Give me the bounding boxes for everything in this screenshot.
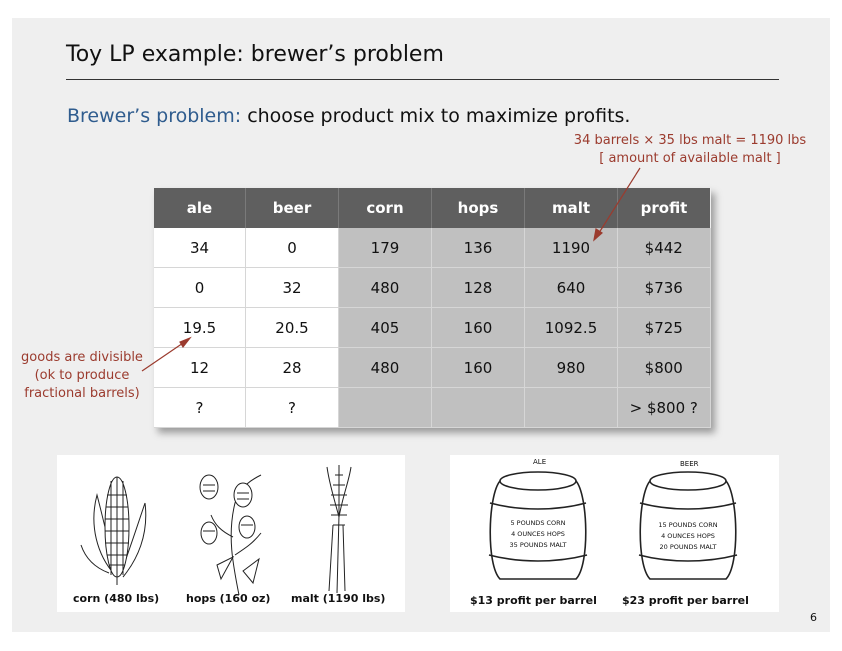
cell-corn: 405 <box>338 307 432 348</box>
divisible-arrow <box>141 340 187 372</box>
malt-annotation: 34 barrels × 35 lbs malt = 1190 lbs [ am… <box>560 132 820 168</box>
cell-corn: 179 <box>338 228 432 268</box>
cell-hops: 160 <box>431 347 525 388</box>
cell-profit: > $800 ? <box>617 387 711 428</box>
beer-recipe-line3: 20 POUNDS MALT <box>659 543 717 551</box>
cell-hops <box>431 387 525 428</box>
corn-icon <box>80 476 147 585</box>
cell-ale: ? <box>154 387 246 428</box>
beer-recipe-line2: 4 OUNCES HOPS <box>661 532 715 540</box>
cell-ale: 0 <box>154 267 246 308</box>
cell-ale: 19.5 <box>154 307 246 348</box>
table-row: 19.5 20.5 405 160 1092.5 $725 <box>154 307 711 348</box>
malt-annotation-line2: [ amount of available malt ] <box>599 151 781 166</box>
cell-malt: 640 <box>524 267 618 308</box>
slide-subtitle: Brewer’s problem: choose product mix to … <box>67 105 630 127</box>
cell-hops: 136 <box>431 228 525 268</box>
beer-barrel-label: BEER <box>680 460 699 468</box>
cell-ale: 34 <box>154 228 246 268</box>
header-corn: corn <box>338 188 432 228</box>
malt-caption: malt (1190 lbs) <box>291 592 386 605</box>
table-row: 12 28 480 160 980 $800 <box>154 347 711 388</box>
brewer-table: ale beer corn hops malt profit 34 0 179 … <box>154 188 711 428</box>
malt-arrowhead <box>593 227 603 242</box>
cell-malt: 1190 <box>524 228 618 268</box>
divisible-annotation-line1: goods are divisible <box>21 350 143 365</box>
barrels-panel: ALE BEER 5 POUNDS CORN 4 OUNCES HOPS 35 … <box>450 455 779 612</box>
cell-beer: 32 <box>245 267 339 308</box>
table-header-row: ale beer corn hops malt profit <box>154 188 710 228</box>
subtitle-rest: choose product mix to maximize profits. <box>241 105 631 127</box>
cell-profit: $800 <box>617 347 711 388</box>
cell-malt <box>524 387 618 428</box>
divisible-annotation-line3: fractional barrels) <box>24 386 140 401</box>
malt-arrow <box>596 167 641 237</box>
header-profit: profit <box>617 188 710 228</box>
barrel-illustrations <box>488 471 738 580</box>
cell-hops: 160 <box>431 307 525 348</box>
cell-beer: 0 <box>245 228 339 268</box>
header-hops: hops <box>431 188 525 228</box>
hops-caption: hops (160 oz) <box>186 592 271 605</box>
cell-beer: 20.5 <box>245 307 339 348</box>
resources-illustrations <box>80 465 352 596</box>
cell-corn: 480 <box>338 347 432 388</box>
cell-corn: 480 <box>338 267 432 308</box>
cell-corn <box>338 387 432 428</box>
cell-profit: $725 <box>617 307 711 348</box>
resources-panel: corn (480 lbs) hops (160 oz) malt (1190 … <box>57 455 405 612</box>
beer-recipe: 15 POUNDS CORN 4 OUNCES HOPS 20 POUNDS M… <box>655 520 721 553</box>
ale-profit-caption: $13 profit per barrel <box>470 594 597 607</box>
subtitle-lead: Brewer’s problem: <box>67 105 242 127</box>
header-beer: beer <box>245 188 339 228</box>
ale-recipe-line3: 35 POUNDS MALT <box>509 541 567 549</box>
cell-beer: ? <box>245 387 339 428</box>
ale-recipe: 5 POUNDS CORN 4 OUNCES HOPS 35 POUNDS MA… <box>508 518 568 551</box>
cell-malt: 1092.5 <box>524 307 618 348</box>
beer-recipe-line1: 15 POUNDS CORN <box>658 521 718 529</box>
table-row: 34 0 179 136 1190 $442 <box>154 228 711 268</box>
hops-icon <box>199 474 262 596</box>
cell-malt: 980 <box>524 347 618 388</box>
ale-barrel-label: ALE <box>533 458 547 466</box>
divisible-arrowhead <box>179 336 192 349</box>
malt-icon <box>326 465 352 594</box>
cell-ale: 12 <box>154 347 246 388</box>
corn-caption: corn (480 lbs) <box>73 592 160 605</box>
divisible-annotation: goods are divisible (ok to produce fract… <box>12 349 152 403</box>
page-number: 6 <box>810 611 817 624</box>
header-ale: ale <box>154 188 246 228</box>
slide-title: Toy LP example: brewer’s problem <box>66 42 444 67</box>
ale-barrel-icon <box>488 471 588 580</box>
beer-barrel-icon <box>638 471 738 580</box>
divisible-annotation-line2: (ok to produce <box>34 368 130 383</box>
title-rule <box>66 79 779 80</box>
malt-annotation-line1: 34 barrels × 35 lbs malt = 1190 lbs <box>573 133 807 148</box>
header-malt: malt <box>524 188 618 228</box>
table-row: ? ? > $800 ? <box>154 387 711 428</box>
ale-recipe-line2: 4 OUNCES HOPS <box>511 530 565 538</box>
ale-recipe-line1: 5 POUNDS CORN <box>510 519 566 527</box>
cell-hops: 128 <box>431 267 525 308</box>
beer-profit-caption: $23 profit per barrel <box>622 594 749 607</box>
cell-profit: $442 <box>617 228 711 268</box>
cell-profit: $736 <box>617 267 711 308</box>
cell-beer: 28 <box>245 347 339 388</box>
table-row: 0 32 480 128 640 $736 <box>154 267 711 308</box>
